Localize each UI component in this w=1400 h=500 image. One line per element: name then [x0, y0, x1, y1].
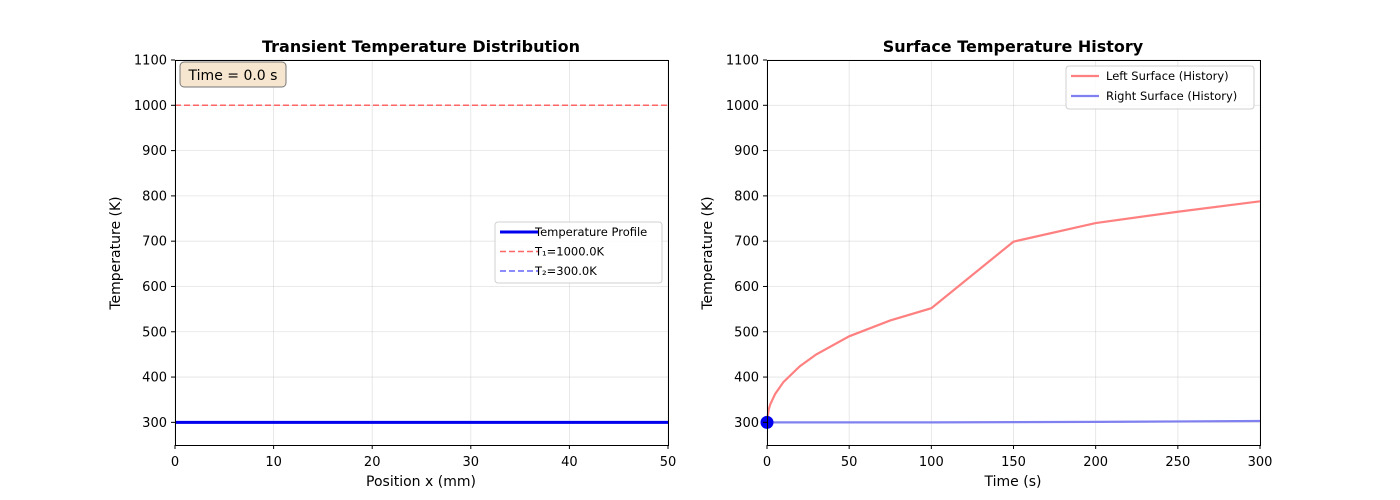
y-tick-label: 600 — [734, 280, 759, 295]
legend-label: T₂=300.0K — [534, 264, 597, 278]
legend-label: Left Surface (History) — [1106, 69, 1229, 83]
x-tick-label: 200 — [1083, 455, 1108, 470]
y-axis-ticks: 300 400 500 600 700 800 900 1000 1100 — [134, 54, 175, 431]
chart-surface-history: Surface Temperature History 0 50 100 150 200… — [700, 37, 1272, 490]
y-tick-label: 800 — [734, 189, 759, 204]
x-tick-label: 20 — [364, 455, 381, 470]
x-tick-label: 150 — [1001, 455, 1026, 470]
x-tick-label: 0 — [763, 455, 771, 470]
time-annotation: Time = 0.0 s — [179, 61, 287, 88]
series-line — [767, 419, 1261, 424]
axes-frame — [175, 60, 669, 446]
x-tick-label: 10 — [265, 455, 282, 470]
chart-temperature-distribution: Transient Temperature Distribution 0 10 20… — [108, 37, 676, 490]
x-tick-label: 50 — [660, 455, 677, 470]
x-tick-label: 50 — [841, 455, 858, 470]
x-tick-label: 30 — [463, 455, 480, 470]
legend-box — [1065, 65, 1255, 110]
y-tick-label: 1000 — [726, 99, 759, 114]
plot-area — [760, 200, 1261, 429]
y-tick-label: 700 — [142, 235, 167, 250]
x-tick-label: 40 — [561, 455, 578, 470]
annotation-text: Time = 0.0 s — [188, 68, 278, 84]
y-axis-ticks: 300 400 500 600 700 800 900 1000 1100 — [726, 54, 767, 431]
grid — [766, 59, 1261, 445]
y-tick-label: 400 — [142, 371, 167, 386]
legend: Temperature Profile T₁=1000.0K T₂=300.0K — [494, 221, 663, 284]
y-tick-label: 900 — [734, 144, 759, 159]
legend-box — [494, 221, 663, 284]
legend-label: Temperature Profile — [534, 225, 647, 239]
y-tick-label: 300 — [142, 416, 167, 431]
y-axis-label: Temperature (K) — [700, 196, 716, 310]
x-axis-label: Time (s) — [984, 474, 1042, 490]
x-axis-ticks: 0 10 20 30 40 50 — [171, 445, 676, 470]
x-axis-ticks: 0 50 100 150 200 250 300 — [763, 445, 1273, 470]
plot-area — [175, 104, 668, 424]
y-tick-label: 1000 — [134, 99, 167, 114]
x-tick-label: 100 — [919, 455, 944, 470]
y-tick-label: 500 — [142, 325, 167, 340]
axes-frame — [767, 60, 1261, 446]
legend-label: Right Surface (History) — [1106, 89, 1237, 103]
y-tick-label: 300 — [734, 416, 759, 431]
annotation-box — [179, 61, 287, 88]
y-tick-label: 400 — [734, 371, 759, 386]
y-tick-label: 600 — [142, 280, 167, 295]
x-tick-label: 250 — [1165, 455, 1190, 470]
x-axis-label: Position x (mm) — [366, 474, 476, 490]
y-tick-label: 900 — [142, 144, 167, 159]
series-line — [765, 200, 1261, 423]
legend-label: T₁=1000.0K — [534, 245, 605, 259]
legend: Left Surface (History) Right Surface (His… — [1065, 65, 1255, 110]
y-tick-label: 1100 — [726, 54, 759, 69]
y-axis-label: Temperature (K) — [108, 196, 124, 310]
y-tick-label: 1100 — [134, 54, 167, 69]
chart-title: Transient Temperature Distribution — [262, 37, 580, 56]
y-tick-label: 800 — [142, 189, 167, 204]
chart-title: Surface Temperature History — [883, 37, 1144, 56]
y-tick-label: 500 — [734, 325, 759, 340]
y-tick-label: 700 — [734, 235, 759, 250]
x-tick-label: 0 — [171, 455, 179, 470]
x-tick-label: 300 — [1248, 455, 1273, 470]
